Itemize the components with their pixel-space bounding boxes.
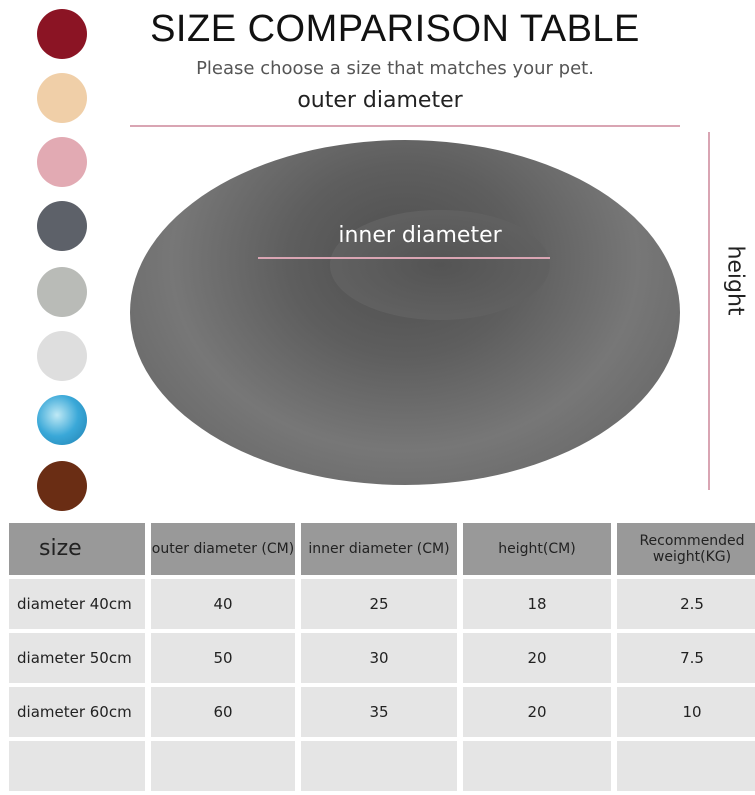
table-cell [9,741,145,791]
table-cell: 10 [617,687,755,737]
table-cell: 7.5 [617,633,755,683]
table-cell [617,741,755,791]
inner-diameter-arrow [258,257,550,259]
inner-diameter-label: inner diameter [338,223,502,248]
swatch-pale-grey[interactable] [37,331,87,381]
header-outer: outer diameter (CM) [151,523,295,575]
table-row: diameter 60cm 60 35 20 10 [9,687,755,737]
height-arrow [708,132,710,490]
table-cell: 30 [301,633,457,683]
swatch-brown[interactable] [37,461,87,511]
table-cell: 50 [151,633,295,683]
table-cell: 25 [301,579,457,629]
header-weight: Recommended weight(KG) [617,523,755,575]
swatch-wine-red[interactable] [37,9,87,59]
table-cell: 40 [151,579,295,629]
subtitle: Please choose a size that matches your p… [196,58,594,79]
swatch-peach[interactable] [37,73,87,123]
table-cell: diameter 50cm [9,633,145,683]
table-cell: 60 [151,687,295,737]
swatch-light-grey[interactable] [37,267,87,317]
height-label: height [722,245,748,316]
bed-inner-cavity [330,210,550,320]
header-inner: inner diameter (CM) [301,523,457,575]
table-cell: 20 [463,687,611,737]
swatch-pink[interactable] [37,137,87,187]
table-cell: diameter 40cm [9,579,145,629]
header-height: height(CM) [463,523,611,575]
table-cell [301,741,457,791]
header-size: size [9,523,145,575]
outer-diameter-arrow [130,125,680,127]
table-row-partial [9,741,755,791]
swatch-tie-dye-blue[interactable] [37,395,87,445]
table-cell: 2.5 [617,579,755,629]
swatch-dark-grey[interactable] [37,201,87,251]
page-title: SIZE COMPARISON TABLE [150,8,640,50]
size-table: size outer diameter (CM) inner diameter … [3,519,755,795]
table-cell: diameter 60cm [9,687,145,737]
table-row: diameter 50cm 50 30 20 7.5 [9,633,755,683]
table-row: diameter 40cm 40 25 18 2.5 [9,579,755,629]
table-cell [463,741,611,791]
pet-bed-image [130,140,680,485]
table-cell [151,741,295,791]
table-cell: 18 [463,579,611,629]
outer-diameter-label: outer diameter [297,88,463,113]
table-cell: 35 [301,687,457,737]
table-cell: 20 [463,633,611,683]
